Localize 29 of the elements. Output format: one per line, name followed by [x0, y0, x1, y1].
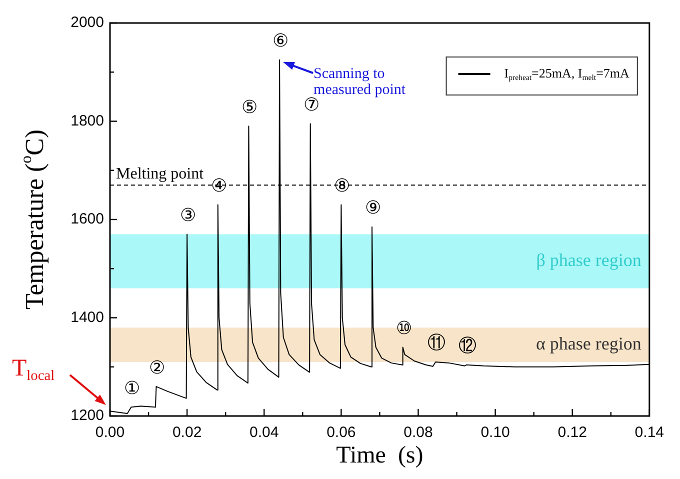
x-tick-label: 0.06	[326, 424, 356, 442]
x-tick-label: 0.10	[480, 424, 510, 442]
annotation: ⑫	[458, 336, 476, 356]
ref-line-label: Melting point	[116, 165, 204, 182]
x-tick-label: 0.12	[558, 424, 587, 442]
annotation: ②	[149, 357, 166, 378]
y-tick-label: 1800	[70, 112, 104, 130]
band-label: β phase region	[536, 250, 642, 270]
annotation: ⑪	[428, 332, 446, 353]
annotation: ⑩	[396, 318, 412, 338]
y-tick-label: 2000	[70, 14, 104, 32]
annotation: ③	[180, 204, 196, 225]
x-tick-label: 0.08	[404, 424, 433, 442]
annotation: ⑤	[242, 96, 258, 117]
x-tick-label: 0.04	[250, 424, 279, 442]
x-axis-title: Time (s)	[336, 442, 424, 468]
annotation: ①	[124, 378, 140, 398]
y-tick-label: 1200	[70, 407, 104, 424]
x-tick-label: 0.14	[634, 424, 664, 442]
annotation: ④	[210, 175, 227, 196]
band-label: α phase region	[536, 334, 642, 354]
x-tick-label: 0.00	[95, 424, 125, 442]
x-tick-label: 0.02	[172, 424, 202, 442]
annotation: ⑧	[334, 175, 350, 196]
annotation: ⑥	[272, 30, 289, 51]
annotation: ⑨	[364, 198, 381, 218]
y-tick-label: 1600	[70, 210, 104, 228]
y-axis-title: Temperature (oC)	[18, 130, 49, 310]
y-tick-label: 1400	[70, 308, 104, 326]
